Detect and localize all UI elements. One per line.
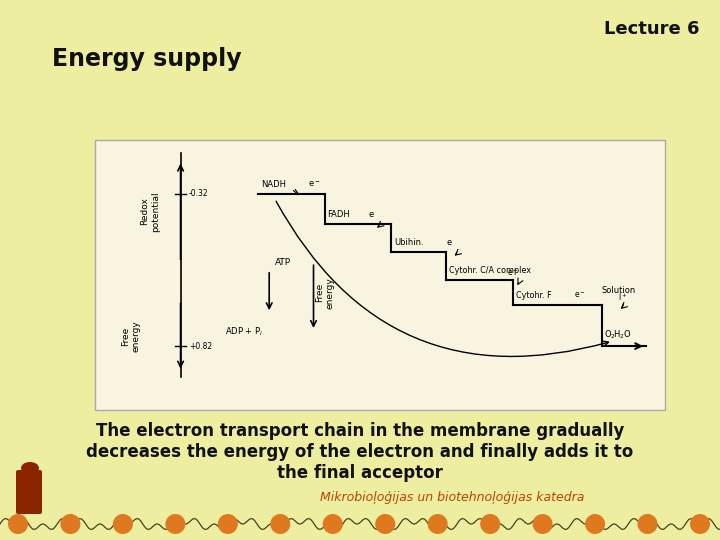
Text: ATP: ATP xyxy=(275,258,291,267)
Text: Ubihin.: Ubihin. xyxy=(394,238,423,247)
Circle shape xyxy=(428,514,448,534)
Circle shape xyxy=(323,514,343,534)
Text: e$^-$: e$^-$ xyxy=(574,291,585,300)
Circle shape xyxy=(690,514,710,534)
Text: Lecture 6: Lecture 6 xyxy=(605,20,700,38)
Text: Cytohr. C/A complex: Cytohr. C/A complex xyxy=(449,266,531,275)
Text: I$^+$: I$^+$ xyxy=(618,291,628,303)
Text: +0.82: +0.82 xyxy=(189,342,212,350)
Text: The electron transport chain in the membrane gradually
decreases the energy of t: The electron transport chain in the memb… xyxy=(86,422,634,482)
Circle shape xyxy=(585,514,605,534)
Text: e: e xyxy=(446,238,451,247)
Text: e: e xyxy=(369,210,374,219)
Text: e$^-$: e$^-$ xyxy=(308,179,320,188)
Bar xyxy=(95,140,665,410)
Circle shape xyxy=(637,514,657,534)
Circle shape xyxy=(270,514,290,534)
Text: Redox
potential: Redox potential xyxy=(140,191,160,232)
Text: FADH: FADH xyxy=(328,210,350,219)
Text: Free
energy: Free energy xyxy=(121,320,140,352)
Text: -0.32: -0.32 xyxy=(189,189,209,198)
Circle shape xyxy=(8,514,28,534)
Text: Cytohr. F: Cytohr. F xyxy=(516,292,552,300)
FancyBboxPatch shape xyxy=(16,470,42,514)
Circle shape xyxy=(480,514,500,534)
Circle shape xyxy=(166,514,185,534)
Text: NADH: NADH xyxy=(261,180,286,188)
Text: Mikrobioļoģijas un biotehnoļoģijas katedra: Mikrobioļoģijas un biotehnoļoģijas kated… xyxy=(320,491,585,504)
Text: H$_2$O: H$_2$O xyxy=(613,328,631,341)
Bar xyxy=(26,472,34,500)
Circle shape xyxy=(113,514,133,534)
Text: O$_2$: O$_2$ xyxy=(604,328,616,341)
Text: Free
energy: Free energy xyxy=(315,277,334,309)
Text: ADP + P$_i$: ADP + P$_i$ xyxy=(225,326,264,338)
Circle shape xyxy=(60,514,81,534)
Circle shape xyxy=(533,514,553,534)
Text: Energy supply: Energy supply xyxy=(52,47,242,71)
Circle shape xyxy=(218,514,238,534)
Ellipse shape xyxy=(21,462,39,474)
Text: Solution: Solution xyxy=(602,286,636,295)
Text: e$^-$: e$^-$ xyxy=(508,268,519,278)
Circle shape xyxy=(375,514,395,534)
